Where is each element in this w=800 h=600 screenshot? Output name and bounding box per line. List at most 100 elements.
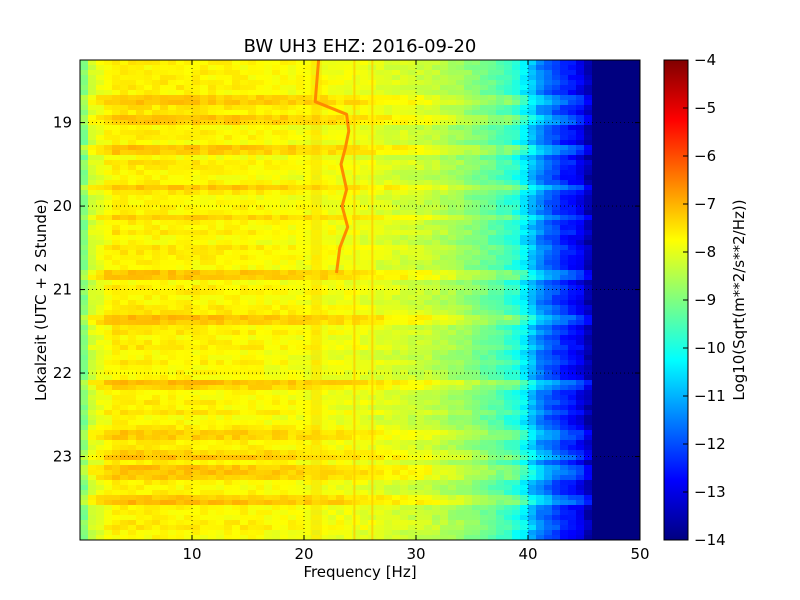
heatmap-cell (360, 375, 369, 381)
heatmap-cell (128, 90, 137, 96)
heatmap-cell (280, 380, 289, 386)
heatmap-cell (552, 185, 561, 191)
heatmap-cell (88, 290, 97, 296)
heatmap-cell (544, 100, 553, 106)
heatmap-cell (96, 375, 105, 381)
heatmap-cell (560, 125, 569, 131)
heatmap-cell (176, 65, 185, 71)
heatmap-cell (248, 165, 257, 171)
heatmap-cell (288, 390, 297, 396)
heatmap-cell (200, 265, 209, 271)
heatmap-cell (344, 385, 353, 391)
heatmap-cell (632, 115, 640, 121)
heatmap-cell (272, 70, 281, 76)
heatmap-cell (464, 75, 473, 81)
heatmap-cell (512, 225, 521, 231)
heatmap-cell (584, 60, 593, 66)
heatmap-cell (320, 240, 329, 246)
heatmap-cell (560, 360, 569, 366)
heatmap-cell (512, 260, 521, 266)
heatmap-cell (560, 310, 569, 316)
heatmap-cell (344, 180, 353, 186)
heatmap-cell (176, 255, 185, 261)
heatmap-cell (512, 200, 521, 206)
heatmap-cell (632, 410, 640, 416)
heatmap-cell (560, 85, 569, 91)
heatmap-cell (624, 75, 633, 81)
heatmap-cell (456, 190, 465, 196)
heatmap-cell (208, 315, 217, 321)
heatmap-cell (472, 200, 481, 206)
heatmap-cell (232, 325, 241, 331)
heatmap-cell (384, 280, 393, 286)
heatmap-cell (600, 385, 609, 391)
heatmap-cell (360, 240, 369, 246)
heatmap-cell (336, 115, 345, 121)
heatmap-cell (128, 235, 137, 241)
heatmap-cell (456, 230, 465, 236)
heatmap-cell (216, 320, 225, 326)
heatmap-cell (624, 110, 633, 116)
heatmap-cell (536, 335, 545, 341)
heatmap-cell (416, 170, 425, 176)
heatmap-cell (584, 400, 593, 406)
heatmap-cell (624, 365, 633, 371)
heatmap-cell (592, 90, 601, 96)
heatmap-cell (264, 400, 273, 406)
heatmap-cell (136, 75, 145, 81)
heatmap-cell (504, 80, 513, 86)
heatmap-cell (464, 315, 473, 321)
heatmap-cell (224, 145, 233, 151)
heatmap-cell (112, 325, 121, 331)
heatmap-cell (248, 145, 257, 151)
heatmap-cell (408, 125, 417, 131)
heatmap-cell (216, 165, 225, 171)
heatmap-cell (288, 210, 297, 216)
heatmap-cell (168, 95, 177, 101)
heatmap-cell (624, 355, 633, 361)
heatmap-cell (256, 220, 265, 226)
heatmap-cell (408, 160, 417, 166)
heatmap-cell (600, 210, 609, 216)
heatmap-cell (160, 325, 169, 331)
heatmap-cell (232, 260, 241, 266)
heatmap-cell (480, 295, 489, 301)
heatmap-cell (360, 200, 369, 206)
heatmap-cell (264, 250, 273, 256)
heatmap-cell (208, 285, 217, 291)
heatmap-cell (208, 175, 217, 181)
heatmap-cell (256, 360, 265, 366)
heatmap-cell (392, 95, 401, 101)
heatmap-cell (144, 145, 153, 151)
heatmap-cell (616, 290, 625, 296)
heatmap-cell (488, 140, 497, 146)
heatmap-cell (336, 350, 345, 356)
heatmap-cell (96, 165, 105, 171)
heatmap-cell (288, 315, 297, 321)
heatmap-cell (128, 160, 137, 166)
heatmap-cell (304, 315, 313, 321)
heatmap-cell (608, 275, 617, 281)
heatmap-cell (200, 300, 209, 306)
heatmap-cell (256, 180, 265, 186)
heatmap-cell (168, 185, 177, 191)
heatmap-cell (288, 115, 297, 121)
heatmap-cell (104, 350, 113, 356)
heatmap-cell (320, 260, 329, 266)
heatmap-cell (392, 115, 401, 121)
heatmap-cell (376, 80, 385, 86)
heatmap-cell (280, 235, 289, 241)
heatmap-cell (296, 265, 305, 271)
heatmap-cell (120, 60, 129, 66)
heatmap-cell (248, 100, 257, 106)
heatmap-cell (328, 270, 337, 276)
heatmap-cell (352, 295, 361, 301)
heatmap-cell (128, 115, 137, 121)
heatmap-cell (592, 180, 601, 186)
heatmap-cell (288, 325, 297, 331)
heatmap-cell (264, 180, 273, 186)
heatmap-cell (328, 375, 337, 381)
heatmap-cell (144, 90, 153, 96)
heatmap-cell (360, 360, 369, 366)
heatmap-cell (296, 350, 305, 356)
